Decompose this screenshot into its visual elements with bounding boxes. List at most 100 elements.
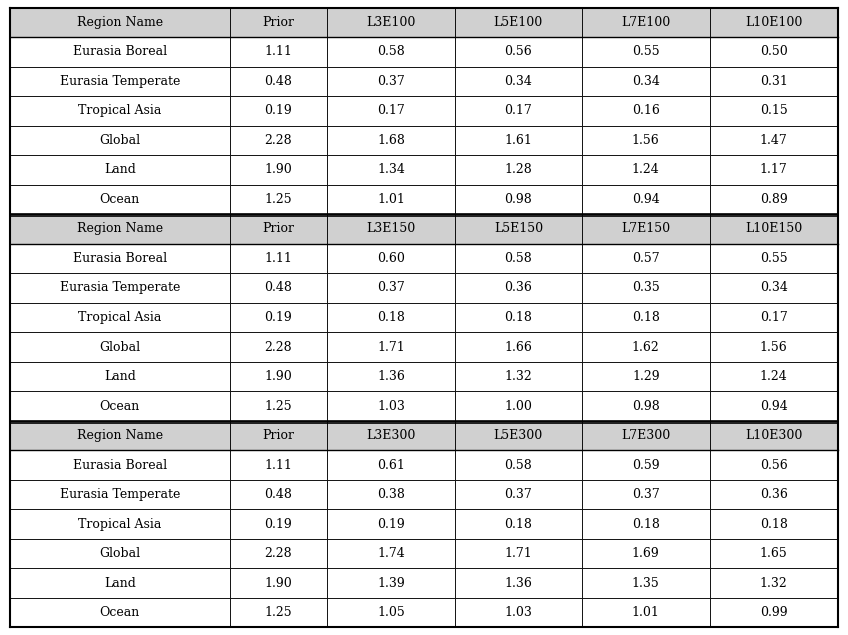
Bar	[230, 332, 327, 362]
Bar	[10, 480, 230, 509]
Bar	[10, 37, 230, 67]
Bar	[230, 303, 327, 332]
Bar	[582, 480, 710, 509]
Text: 0.37: 0.37	[505, 488, 533, 501]
Text: 1.01: 1.01	[632, 606, 660, 619]
Bar	[10, 96, 230, 126]
Bar	[230, 155, 327, 185]
Text: 1.17: 1.17	[760, 163, 788, 177]
Bar	[455, 391, 582, 421]
Bar	[710, 303, 838, 332]
Text: 0.17: 0.17	[760, 311, 788, 324]
Text: Tropical Asia: Tropical Asia	[78, 311, 161, 324]
Bar	[10, 185, 230, 214]
Bar	[455, 214, 582, 244]
Bar	[327, 67, 455, 96]
Bar	[582, 214, 710, 244]
Text: 0.15: 0.15	[760, 104, 788, 117]
Bar	[327, 155, 455, 185]
Text: Land: Land	[104, 163, 136, 177]
Text: 2.28: 2.28	[265, 134, 293, 147]
Text: Ocean: Ocean	[100, 399, 140, 413]
Text: 1.35: 1.35	[632, 577, 660, 590]
Text: 0.55: 0.55	[632, 45, 660, 58]
Text: 0.56: 0.56	[760, 458, 788, 472]
Bar	[230, 480, 327, 509]
Bar	[327, 244, 455, 273]
Bar	[455, 480, 582, 509]
Bar	[455, 362, 582, 391]
Bar	[327, 568, 455, 598]
Text: 0.37: 0.37	[377, 75, 404, 88]
Bar	[327, 391, 455, 421]
Text: Eurasia Boreal: Eurasia Boreal	[73, 458, 167, 472]
Bar	[455, 67, 582, 96]
Bar	[710, 273, 838, 303]
Bar	[582, 598, 710, 627]
Bar	[230, 126, 327, 155]
Text: 0.58: 0.58	[505, 458, 533, 472]
Bar	[327, 214, 455, 244]
Text: 1.61: 1.61	[505, 134, 533, 147]
Text: 1.65: 1.65	[760, 547, 788, 560]
Bar	[455, 450, 582, 480]
Bar	[455, 185, 582, 214]
Text: 1.47: 1.47	[760, 134, 788, 147]
Text: 0.18: 0.18	[760, 518, 788, 531]
Text: 1.24: 1.24	[632, 163, 660, 177]
Text: 1.11: 1.11	[265, 252, 293, 265]
Text: 0.48: 0.48	[265, 488, 293, 501]
Text: L5E300: L5E300	[494, 429, 543, 442]
Bar	[710, 155, 838, 185]
Bar	[10, 303, 230, 332]
Bar	[10, 332, 230, 362]
Bar	[10, 214, 230, 244]
Text: 0.60: 0.60	[377, 252, 404, 265]
Text: 0.17: 0.17	[377, 104, 404, 117]
Text: 1.32: 1.32	[760, 577, 788, 590]
Bar	[455, 509, 582, 539]
Text: Eurasia Temperate: Eurasia Temperate	[59, 488, 180, 501]
Bar	[710, 480, 838, 509]
Bar	[455, 96, 582, 126]
Text: 0.94: 0.94	[760, 399, 788, 413]
Bar	[582, 539, 710, 568]
Bar	[10, 568, 230, 598]
Bar	[10, 509, 230, 539]
Text: Tropical Asia: Tropical Asia	[78, 518, 161, 531]
Text: Eurasia Boreal: Eurasia Boreal	[73, 45, 167, 58]
Text: 0.19: 0.19	[265, 518, 293, 531]
Bar	[582, 332, 710, 362]
Text: L10E150: L10E150	[745, 222, 802, 236]
Bar	[230, 244, 327, 273]
Bar	[455, 155, 582, 185]
Text: 0.50: 0.50	[760, 45, 788, 58]
Bar	[327, 539, 455, 568]
Bar	[582, 509, 710, 539]
Text: 0.99: 0.99	[760, 606, 788, 619]
Bar	[230, 8, 327, 37]
Text: 1.25: 1.25	[265, 193, 293, 206]
Text: Eurasia Boreal: Eurasia Boreal	[73, 252, 167, 265]
Text: L10E100: L10E100	[745, 16, 802, 29]
Text: Region Name: Region Name	[77, 16, 163, 29]
Bar	[455, 244, 582, 273]
Bar	[327, 362, 455, 391]
Bar	[10, 244, 230, 273]
Text: Eurasia Temperate: Eurasia Temperate	[59, 75, 180, 88]
Bar	[455, 8, 582, 37]
Text: 1.28: 1.28	[505, 163, 533, 177]
Text: Ocean: Ocean	[100, 606, 140, 619]
Bar	[10, 539, 230, 568]
Text: 0.37: 0.37	[632, 488, 660, 501]
Text: 1.68: 1.68	[377, 134, 404, 147]
Bar	[327, 450, 455, 480]
Text: 1.69: 1.69	[632, 547, 660, 560]
Bar	[582, 568, 710, 598]
Bar	[455, 273, 582, 303]
Bar	[10, 155, 230, 185]
Text: 1.01: 1.01	[377, 193, 404, 206]
Bar	[10, 273, 230, 303]
Text: L7E100: L7E100	[622, 16, 671, 29]
Bar	[710, 332, 838, 362]
